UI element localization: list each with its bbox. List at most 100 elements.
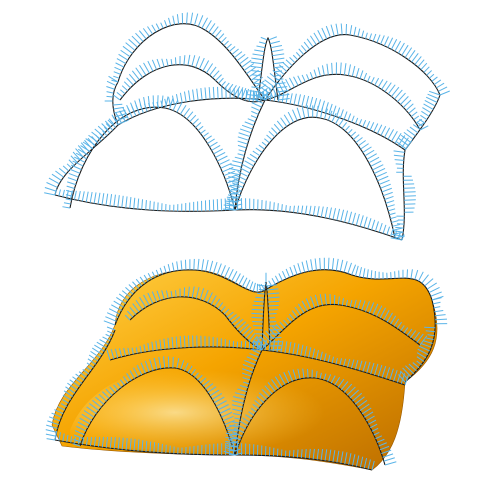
comb-hair — [86, 406, 97, 415]
comb-hair — [327, 354, 331, 363]
comb-hair — [105, 333, 113, 338]
comb-hair — [121, 195, 124, 208]
comb-hair — [215, 400, 227, 407]
comb-hair — [113, 300, 124, 308]
comb-hair — [89, 403, 100, 411]
comb-hair — [250, 61, 263, 65]
comb-hair — [190, 12, 194, 25]
comb-hair — [293, 264, 298, 275]
comb-hair — [296, 107, 302, 120]
comb-hair — [116, 297, 127, 305]
comb-hair — [289, 266, 294, 277]
comb-hair — [354, 396, 365, 405]
comb-hair — [390, 237, 403, 241]
comb-hair — [297, 75, 303, 84]
comb-hair — [241, 372, 252, 377]
comb-hair — [133, 197, 136, 209]
comb-hair — [129, 306, 137, 315]
comb-hair — [54, 189, 57, 196]
comb-hair — [264, 339, 267, 351]
comb-hair — [97, 192, 101, 205]
comb-hair — [280, 340, 284, 353]
comb-hair — [390, 228, 394, 237]
comb-hair — [393, 227, 402, 231]
comb-hair — [419, 335, 428, 346]
comb-hair — [172, 99, 179, 111]
comb-hair — [176, 14, 180, 25]
comb-hair — [414, 269, 419, 280]
comb-hair — [303, 41, 311, 50]
comb-hair — [364, 411, 374, 418]
cross-right — [261, 303, 421, 351]
back-arch-right — [264, 34, 441, 101]
comb-hair — [319, 351, 323, 361]
comb-hair — [289, 313, 295, 321]
comb-hair — [338, 118, 344, 127]
comb-hair — [192, 89, 195, 101]
comb-hair — [344, 210, 349, 223]
comb-hair — [390, 315, 397, 325]
comb-hair — [44, 192, 56, 196]
comb-hair — [267, 292, 280, 295]
comb-hair — [101, 123, 109, 130]
comb-hair — [272, 53, 285, 57]
comb-hair — [67, 382, 78, 391]
comb-hair — [65, 198, 72, 201]
comb-hair — [271, 49, 284, 53]
comb-hair — [230, 164, 242, 168]
comb-hair — [207, 386, 217, 393]
comb-hair — [249, 352, 259, 358]
comb-hair — [46, 424, 58, 429]
comb-hair — [99, 339, 109, 345]
comb-hair — [294, 306, 302, 316]
comb-hair — [366, 269, 369, 279]
comb-hair — [251, 110, 259, 115]
comb-hair — [143, 274, 149, 282]
comb-hair — [246, 356, 258, 362]
comb-hair — [151, 24, 157, 33]
comb-hair — [439, 90, 450, 96]
comb-hair — [234, 318, 244, 328]
comb-hair — [293, 205, 295, 213]
comb-hair — [113, 194, 116, 207]
comb-hair — [88, 354, 99, 362]
comb-hair — [234, 417, 241, 420]
comb-hair — [101, 436, 105, 448]
comb-hair — [372, 33, 377, 42]
comb-hair — [393, 318, 400, 327]
comb-hair — [344, 125, 350, 132]
comb-hair — [66, 434, 69, 443]
comb-hair — [419, 125, 429, 131]
comb-hair — [305, 298, 312, 310]
comb-hair — [339, 259, 344, 272]
comb-hair — [316, 206, 320, 217]
comb-hair — [227, 438, 240, 445]
comb-hair — [348, 211, 353, 224]
comb-hair — [259, 41, 267, 45]
comb-hair — [373, 431, 380, 436]
comb-hair — [137, 439, 140, 452]
comb-hair — [239, 128, 252, 134]
comb-hair — [345, 300, 348, 307]
comb-hair — [368, 33, 373, 41]
comb-hair — [320, 206, 324, 218]
comb-hair — [420, 62, 428, 71]
comb-hair — [431, 297, 442, 301]
comb-hair — [252, 98, 264, 105]
comb-hair — [175, 94, 179, 104]
comb-hair — [413, 115, 420, 121]
comb-hair — [292, 109, 298, 121]
comb-hair — [186, 111, 194, 120]
comb-hair — [132, 303, 140, 313]
comb-hair — [251, 312, 264, 315]
comb-hair — [261, 388, 270, 398]
comb-hair — [212, 261, 218, 274]
comb-hair — [155, 269, 160, 276]
comb-hair — [379, 307, 387, 319]
comb-hair — [403, 327, 409, 334]
comb-hair — [289, 57, 296, 64]
comb-hair — [421, 110, 430, 117]
comb-hair — [68, 159, 75, 166]
comb-hair — [143, 344, 146, 353]
right-edge — [404, 299, 436, 383]
